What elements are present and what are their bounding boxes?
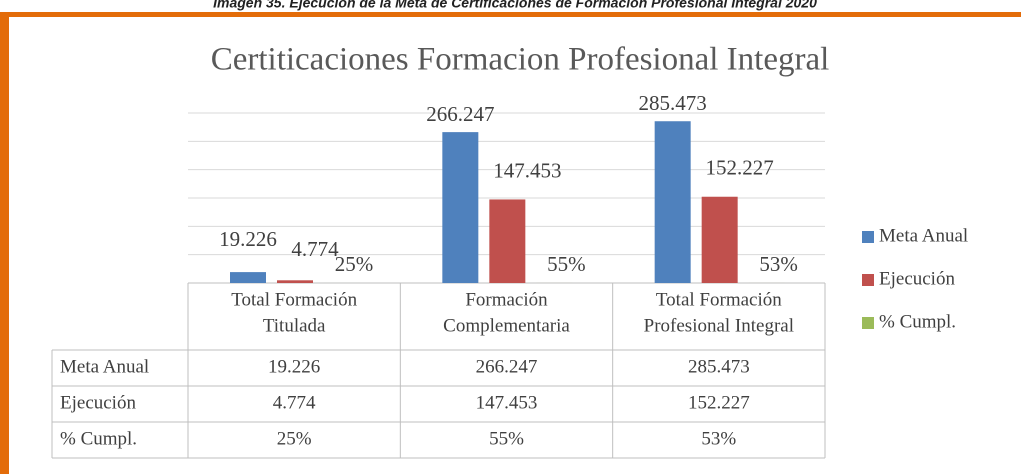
table-cell: 25% (277, 428, 312, 449)
data-label: 147.453 (493, 158, 561, 182)
bar (230, 272, 266, 283)
data-label: 4.774 (291, 237, 339, 261)
table-cell: 55% (489, 428, 524, 449)
table-cell: 152.227 (688, 392, 750, 413)
legend-label: Ejecución (879, 268, 955, 289)
x-tick-label: Profesional Integral (644, 315, 794, 336)
x-tick-label: Titulada (263, 315, 326, 336)
bar (442, 132, 479, 283)
legend-label: % Cumpl. (879, 311, 956, 332)
table-cell: 19.226 (268, 356, 320, 377)
data-label: 285.473 (639, 91, 707, 115)
x-tick-label: Total Formación (231, 289, 357, 310)
bar (701, 196, 738, 283)
caption: Imagen 35. Ejecución de la Meta de Certi… (213, 0, 817, 11)
legend-swatch (862, 274, 874, 286)
chart-title: Certiticaciones Formacion Profesional In… (211, 42, 830, 78)
table-cell: 285.473 (688, 356, 750, 377)
x-tick-label: Total Formación (656, 289, 782, 310)
legend-label: Meta Anual (879, 225, 968, 246)
data-label: 19.226 (219, 227, 277, 251)
data-label: 266.247 (426, 102, 494, 126)
data-label: 152.227 (706, 156, 774, 180)
x-tick-label: Formación (465, 289, 548, 310)
data-label: 55% (547, 252, 586, 276)
table-cell: 53% (701, 428, 736, 449)
bar (489, 199, 526, 283)
table-cell: 266.247 (476, 356, 538, 377)
bar (277, 280, 313, 283)
legend-swatch (862, 231, 874, 243)
frame-border-top (0, 12, 1021, 17)
frame-border-left (0, 12, 9, 474)
table-cell: 147.453 (476, 392, 538, 413)
table-row-label: Meta Anual (60, 356, 149, 377)
data-label: 25% (335, 252, 374, 276)
x-tick-label: Complementaria (443, 315, 570, 336)
table-row-label: % Cumpl. (60, 428, 137, 449)
legend-swatch (862, 317, 874, 329)
bar (654, 121, 691, 283)
table-cell: 4.774 (273, 392, 316, 413)
data-label: 53% (759, 252, 798, 276)
table-row-label: Ejecución (60, 392, 136, 413)
